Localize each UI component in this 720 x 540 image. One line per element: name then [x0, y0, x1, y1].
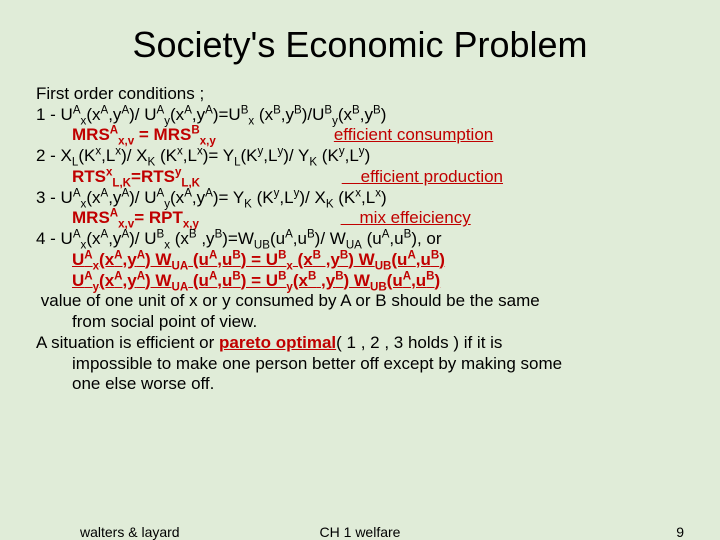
eq-4a: UAx(xA,yA) WUA (uA,uB) = UBx (xB ,yB) WU… [36, 250, 684, 271]
eq-4b: UAy(xA,yA) WUA (uA,uB) = UBy(xB ,yB) WUB… [36, 271, 684, 292]
condition-4: 4 - UAx(xA,yA)/ UBx (xB ,yB)=WUB(uA,uB)/… [36, 229, 684, 250]
pareto-line-2: impossible to make one person better off… [36, 354, 684, 375]
footer-right: 9 [676, 524, 684, 540]
footer-center: CH 1 welfare [0, 524, 720, 540]
pareto-optimal-label: pareto optimal [219, 333, 336, 352]
condition-1: 1 - UAx(xA,yA)/ UAy(xA,yA)=UBx (xB,yB)/U… [36, 105, 684, 126]
mix-efficiency-label: mix effeiciency [341, 208, 471, 227]
pareto-line-3: one else worse off. [36, 374, 684, 395]
value-line-1: value of one unit of x or y consumed by … [36, 291, 684, 312]
mrsa-rpt-line: MRSAx,v= RPTx,y mix effeiciency [36, 208, 684, 229]
value-line-2: from social point of view. [36, 312, 684, 333]
line-foc: First order conditions ; [36, 84, 684, 105]
efficient-production-label: efficient production [342, 167, 503, 186]
pareto-line-1: A situation is efficient or pareto optim… [36, 333, 684, 354]
slide-body: First order conditions ; 1 - UAx(xA,yA)/… [24, 84, 696, 395]
condition-3: 3 - UAx(xA,yA)/ UAy(xA,yA)= YK (Ky,Ly)/ … [36, 188, 684, 209]
condition-2: 2 - XL(Kx,Lx)/ XK (Kx,Lx)= YL(Ky,Ly)/ YK… [36, 146, 684, 167]
mrs-line-1: MRSAx,v = MRSBx,y efficient consumption [36, 125, 684, 146]
rts-line: RTSxL,K=RTSyL,K efficient production [36, 167, 684, 188]
efficient-consumption-label: efficient consumption [334, 125, 493, 144]
slide-title: Society's Economic Problem [24, 24, 696, 66]
